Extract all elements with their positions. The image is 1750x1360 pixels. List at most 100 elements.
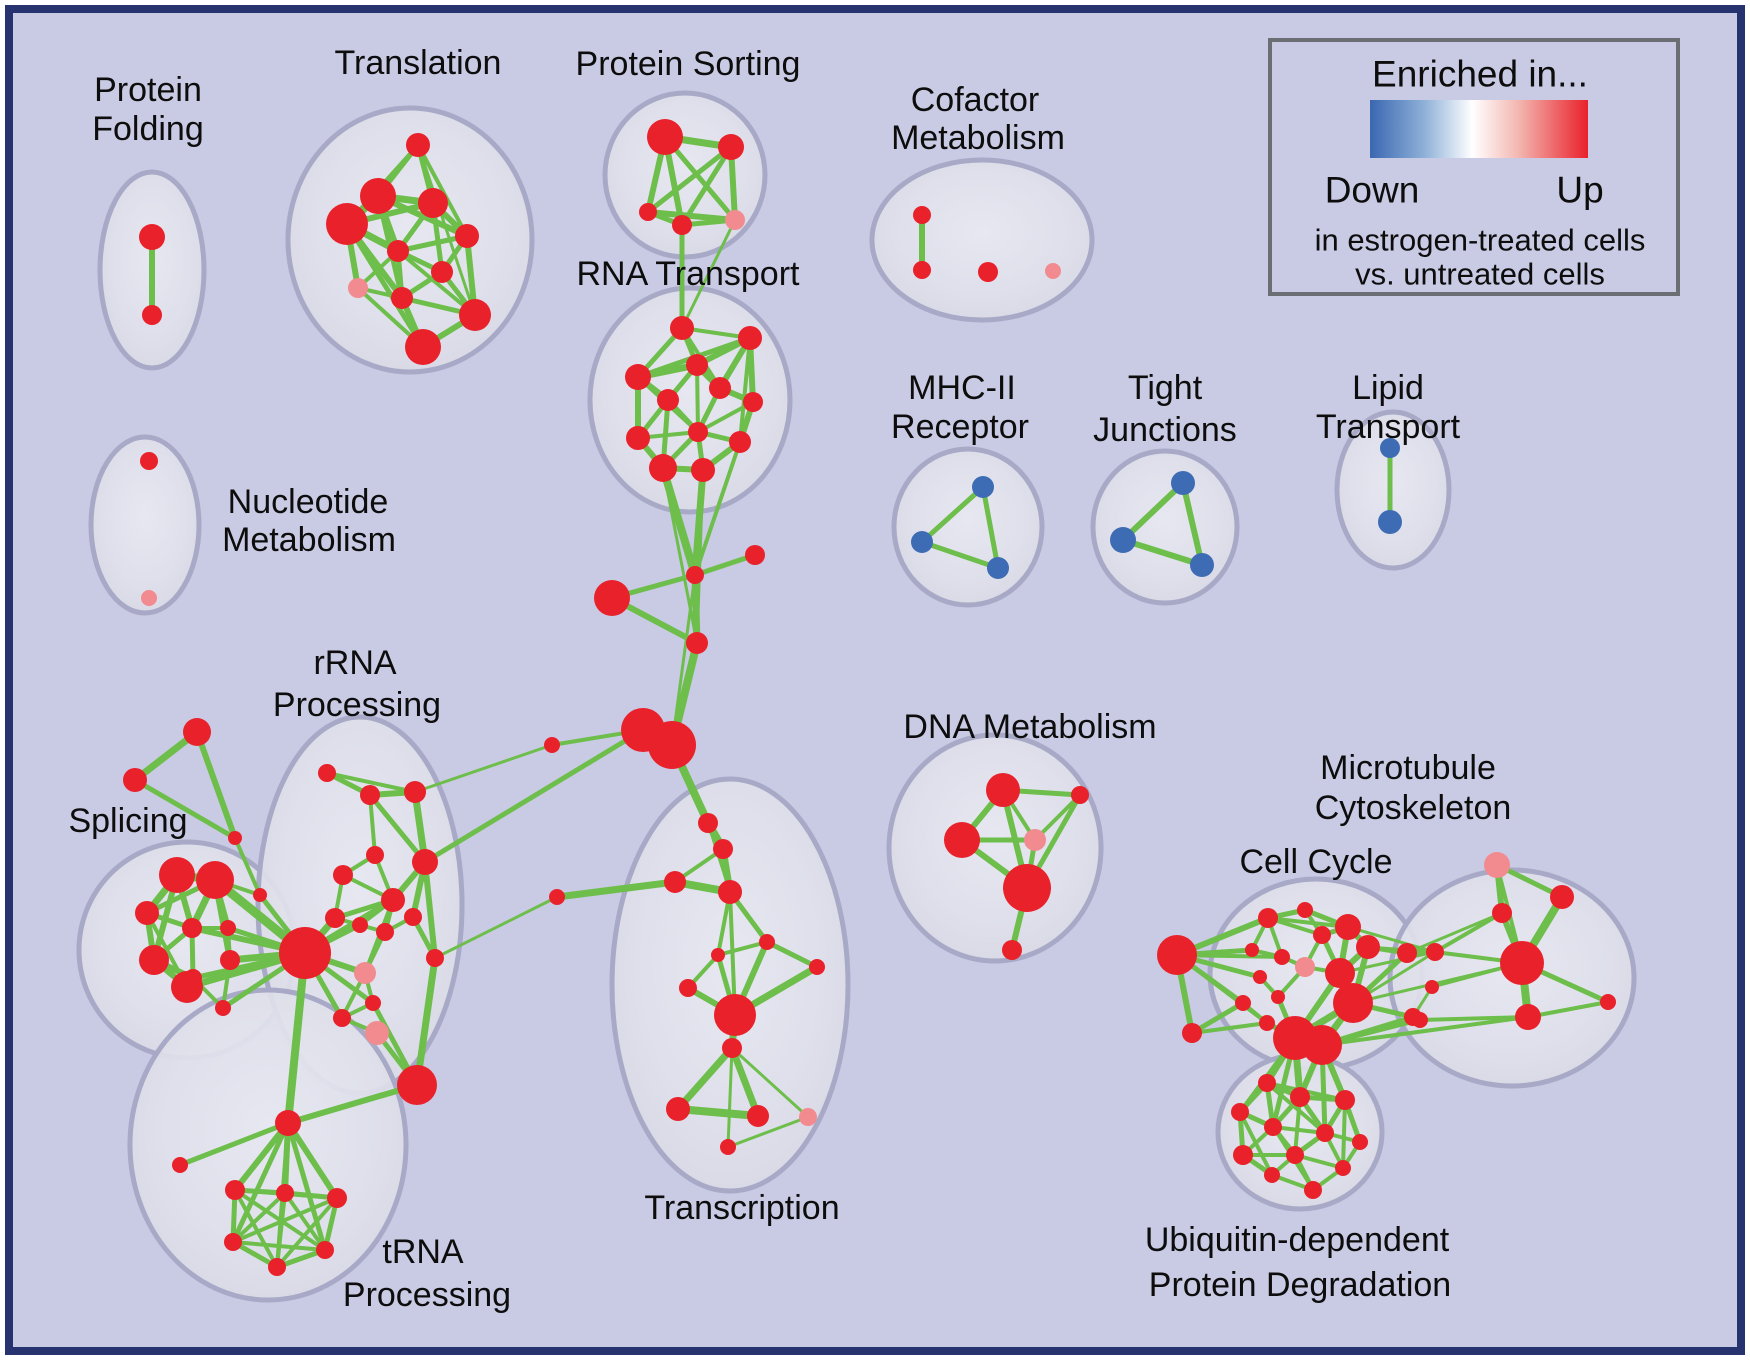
node-cf3[interactable]	[978, 262, 998, 282]
node-mt3[interactable]	[1492, 903, 1512, 923]
node-mh3[interactable]	[987, 557, 1009, 579]
node-tn3[interactable]	[327, 1188, 347, 1208]
node-cc2[interactable]	[1182, 1023, 1202, 1043]
node-cc4[interactable]	[1297, 902, 1313, 918]
node-cc8[interactable]	[1245, 943, 1259, 957]
node-sp10[interactable]	[171, 971, 203, 1003]
node-cc9[interactable]	[1274, 949, 1290, 965]
node-ub8[interactable]	[1233, 1145, 1253, 1165]
node-tx1[interactable]	[698, 813, 718, 833]
node-rt11[interactable]	[649, 454, 677, 482]
node-tl7[interactable]	[431, 261, 453, 283]
node-rt6[interactable]	[743, 392, 763, 412]
node-cc5[interactable]	[1335, 914, 1361, 940]
node-hb1[interactable]	[279, 927, 331, 979]
node-sp4[interactable]	[182, 918, 202, 938]
node-tl8[interactable]	[348, 278, 368, 298]
node-rt8[interactable]	[688, 422, 708, 442]
node-tn5[interactable]	[316, 1241, 334, 1259]
node-dm1[interactable]	[986, 773, 1020, 807]
node-st1[interactable]	[183, 718, 211, 746]
node-tx11[interactable]	[722, 1038, 742, 1058]
node-sp3[interactable]	[135, 901, 159, 925]
node-cc12[interactable]	[1235, 995, 1251, 1011]
node-ub6[interactable]	[1316, 1124, 1334, 1142]
node-tx2[interactable]	[713, 839, 733, 859]
node-rr15[interactable]	[426, 949, 444, 967]
node-sp9[interactable]	[215, 1000, 231, 1016]
node-ub11[interactable]	[1264, 1167, 1280, 1183]
node-tx15[interactable]	[720, 1139, 736, 1155]
node-rr3[interactable]	[404, 781, 426, 803]
node-tx14[interactable]	[799, 1108, 817, 1126]
node-rr7[interactable]	[381, 888, 405, 912]
node-mh1[interactable]	[972, 476, 994, 498]
node-ch5[interactable]	[544, 737, 560, 753]
node-tl10[interactable]	[459, 299, 491, 331]
node-mt1[interactable]	[1484, 852, 1510, 878]
node-pf1[interactable]	[139, 224, 165, 250]
node-cf1[interactable]	[913, 206, 931, 224]
node-st4[interactable]	[253, 888, 267, 902]
node-lt1[interactable]	[1380, 438, 1400, 458]
node-cc13[interactable]	[1271, 990, 1285, 1004]
node-tl9[interactable]	[391, 287, 413, 309]
node-rr8[interactable]	[325, 908, 345, 928]
node-tj3[interactable]	[1190, 553, 1214, 577]
node-ch2[interactable]	[745, 545, 765, 565]
node-ub9[interactable]	[1286, 1146, 1304, 1164]
node-ub2[interactable]	[1290, 1087, 1310, 1107]
node-tn6[interactable]	[268, 1258, 286, 1276]
node-ub10[interactable]	[1335, 1160, 1351, 1176]
node-tl5[interactable]	[455, 224, 479, 248]
node-ub7[interactable]	[1352, 1134, 1368, 1150]
node-rt2[interactable]	[738, 326, 762, 350]
node-rt4[interactable]	[625, 364, 651, 390]
node-sp5[interactable]	[220, 920, 236, 936]
node-tn4[interactable]	[224, 1233, 242, 1251]
node-tc1[interactable]	[275, 1110, 301, 1136]
node-ub1[interactable]	[1258, 1074, 1276, 1092]
node-cf2[interactable]	[913, 261, 931, 279]
node-ch1[interactable]	[686, 566, 704, 584]
node-mt8[interactable]	[1425, 980, 1439, 994]
node-rt10[interactable]	[729, 431, 751, 453]
node-tx4[interactable]	[718, 880, 742, 904]
node-rr14[interactable]	[333, 1009, 351, 1027]
node-tx7[interactable]	[759, 934, 775, 950]
node-cc19[interactable]	[1397, 943, 1417, 963]
node-rr16[interactable]	[397, 1065, 437, 1105]
node-cc14[interactable]	[1259, 1015, 1275, 1031]
node-tl1[interactable]	[406, 133, 430, 157]
node-ps3[interactable]	[639, 203, 657, 221]
node-tj2[interactable]	[1110, 527, 1136, 553]
node-sp8[interactable]	[220, 950, 240, 970]
node-tx9[interactable]	[714, 994, 756, 1036]
node-ub3[interactable]	[1335, 1090, 1355, 1110]
node-tl11[interactable]	[405, 329, 441, 365]
node-cc3[interactable]	[1258, 908, 1278, 928]
node-ps2[interactable]	[718, 134, 744, 160]
node-tx10[interactable]	[809, 959, 825, 975]
node-rr13[interactable]	[365, 995, 381, 1011]
node-dm6[interactable]	[1002, 940, 1022, 960]
node-mt2[interactable]	[1550, 885, 1574, 909]
node-mt6[interactable]	[1600, 994, 1616, 1010]
node-st2[interactable]	[123, 768, 147, 792]
node-tj1[interactable]	[1171, 471, 1195, 495]
node-cc16[interactable]	[1325, 958, 1355, 988]
node-ub4[interactable]	[1231, 1103, 1249, 1121]
node-cc18[interactable]	[1302, 1025, 1342, 1065]
node-rr5[interactable]	[333, 865, 353, 885]
node-tx8[interactable]	[679, 979, 697, 997]
node-cc11[interactable]	[1253, 970, 1267, 984]
node-pf2[interactable]	[142, 305, 162, 325]
node-rt7[interactable]	[657, 389, 679, 411]
node-lt2[interactable]	[1378, 510, 1402, 534]
node-cc10[interactable]	[1295, 957, 1315, 977]
node-tl6[interactable]	[387, 240, 409, 262]
node-nm2[interactable]	[141, 590, 157, 606]
node-st3[interactable]	[228, 831, 242, 845]
node-sp1[interactable]	[159, 857, 195, 893]
node-dm4[interactable]	[1024, 829, 1046, 851]
